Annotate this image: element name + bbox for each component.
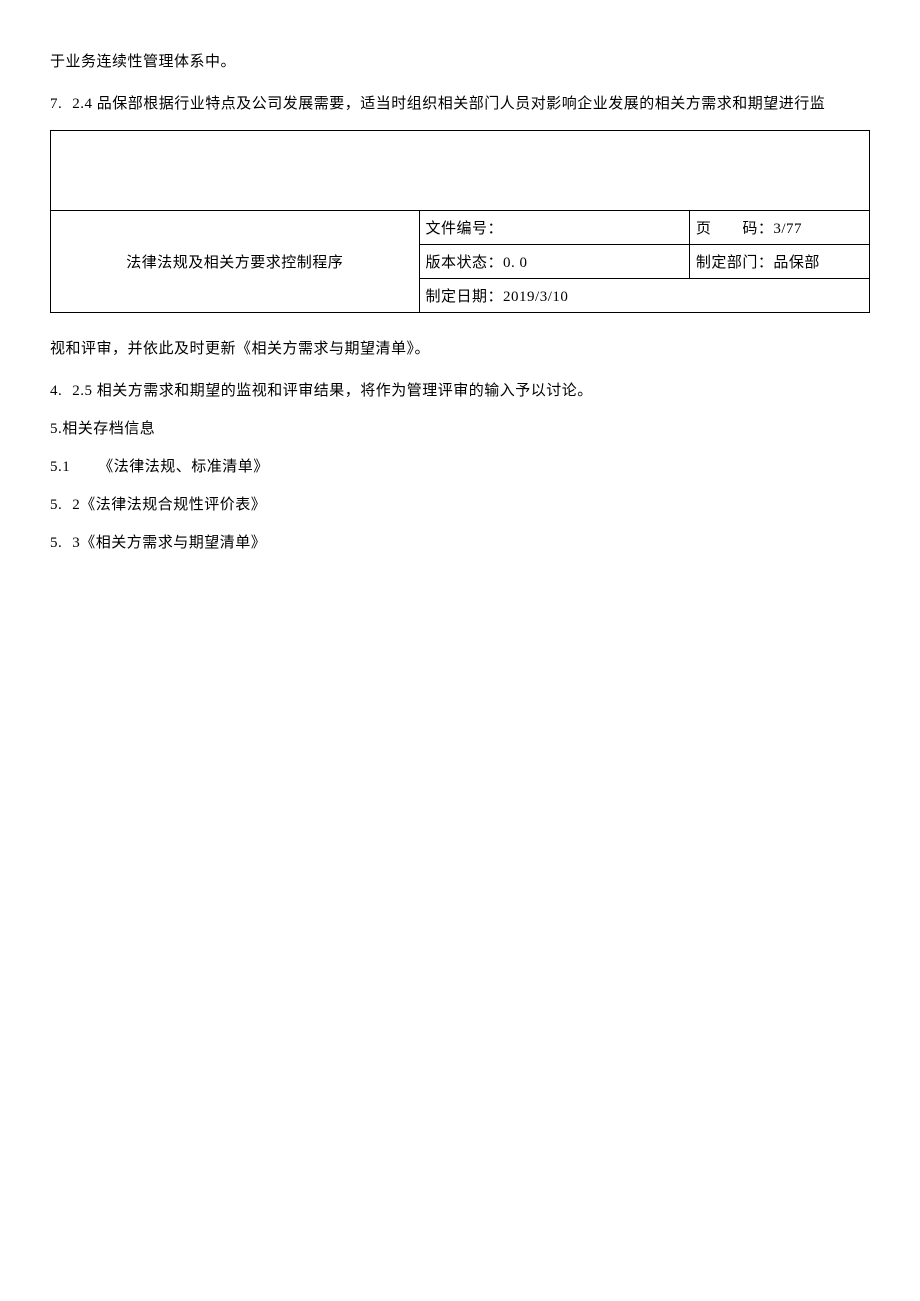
list-text: 2.5 相关方需求和期望的监视和评审结果，将作为管理评审的输入予以讨论。 xyxy=(72,383,593,399)
item-5-3: 5. 3《相关方需求与期望清单》 xyxy=(50,531,870,555)
item-5-1: 5.1 《法律法规、标准清单》 xyxy=(50,455,870,479)
document-page: 于业务连续性管理体系中。 7. 2.4 品保部根据行业特点及公司发展需要，适当时组… xyxy=(0,0,920,619)
list-text: 2《法律法规合规性评价表》 xyxy=(72,497,266,513)
paragraph-4-2-5: 4. 2.5 相关方需求和期望的监视和评审结果，将作为管理评审的输入予以讨论。 xyxy=(50,379,870,403)
list-number: 4. xyxy=(50,379,62,403)
date-cell: 制定日期：2019/3/10 xyxy=(419,279,869,313)
list-number: 5. xyxy=(50,531,62,555)
list-text: 2.4 品保部根据行业特点及公司发展需要，适当时组织相关部门人员对影响企业发展的… xyxy=(72,96,825,112)
list-text: 3《相关方需求与期望清单》 xyxy=(72,535,266,551)
paragraph-7-2-4: 7. 2.4 品保部根据行业特点及公司发展需要，适当时组织相关部门人员对影响企业发… xyxy=(50,92,870,116)
list-text: 《法律法规、标准清单》 xyxy=(98,459,269,475)
item-5-2: 5. 2《法律法规合规性评价表》 xyxy=(50,493,870,517)
version-cell: 版本状态：0. 0 xyxy=(419,245,689,279)
list-number: 5.1 xyxy=(50,455,70,479)
section-5-heading: 5.相关存档信息 xyxy=(50,417,870,441)
header-empty-row xyxy=(51,131,870,211)
paragraph-continuation-1: 于业务连续性管理体系中。 xyxy=(50,50,870,74)
doc-number-cell: 文件编号： xyxy=(419,211,689,245)
page-code-cell: 页 码：3/77 xyxy=(689,211,869,245)
doc-title-cell: 法律法规及相关方要求控制程序 xyxy=(51,211,420,313)
list-number: 7. xyxy=(50,92,62,116)
document-header-table: 法律法规及相关方要求控制程序 文件编号： 页 码：3/77 版本状态：0. 0 … xyxy=(50,130,870,313)
paragraph-continuation-2: 视和评审，并依此及时更新《相关方需求与期望清单》。 xyxy=(50,337,870,361)
dept-cell: 制定部门：品保部 xyxy=(689,245,869,279)
list-number: 5. xyxy=(50,493,62,517)
